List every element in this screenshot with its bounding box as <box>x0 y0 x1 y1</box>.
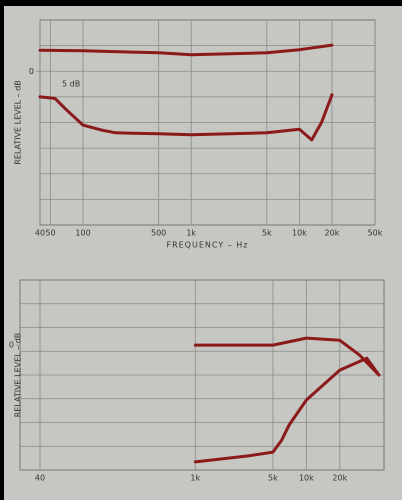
y-tick-label: 0 <box>29 67 34 76</box>
curve <box>193 356 381 464</box>
x-tick-label: 20k <box>332 474 347 483</box>
x-tick-label: 40 <box>35 474 45 483</box>
x-tick-label: 100 <box>75 229 90 238</box>
curve <box>38 43 334 57</box>
y-tick-label: 0 <box>9 341 14 350</box>
x-tick-label: 5k <box>262 229 272 238</box>
x-tick-label: 40 <box>35 229 45 238</box>
x-tick-label: 1k <box>186 229 196 238</box>
y-axis-label: RELATIVE LEVEL – dB <box>14 80 23 165</box>
frame <box>19 279 385 471</box>
x-tick-label: 20k <box>325 229 340 238</box>
x-tick-label: 10k <box>292 229 307 238</box>
x-tick-label: 10k <box>299 474 314 483</box>
annotation: 5 dB <box>62 80 80 89</box>
x-tick-label: 500 <box>151 229 166 238</box>
x-tick-label: 1k <box>190 474 200 483</box>
y-axis-label: RELATIVE LEVEL – dB <box>14 333 23 418</box>
x-tick-label: 5k <box>268 474 278 483</box>
paper <box>4 6 402 500</box>
curve <box>38 93 334 142</box>
curve <box>193 336 381 377</box>
x-tick-label: 50 <box>45 229 55 238</box>
x-tick-label: 50k <box>368 229 383 238</box>
x-axis-label: FREQUENCY – Hz <box>166 241 248 250</box>
